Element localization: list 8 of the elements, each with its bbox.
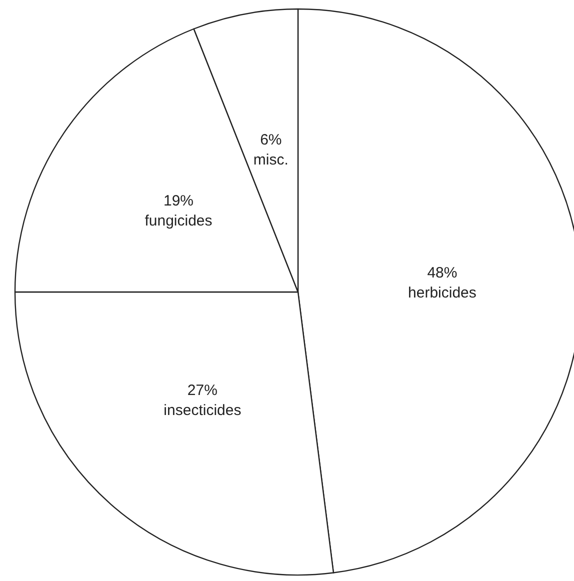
slice-label: fungicides [144,212,212,230]
slice-label: insecticides [164,402,242,419]
slice-label: misc. [253,152,288,169]
data-label: 48% [427,264,458,282]
data-label: 27% [187,382,218,399]
data-label: 19% [163,192,194,210]
data-label: 6% [260,132,282,149]
slice-label: herbicides [408,284,476,302]
